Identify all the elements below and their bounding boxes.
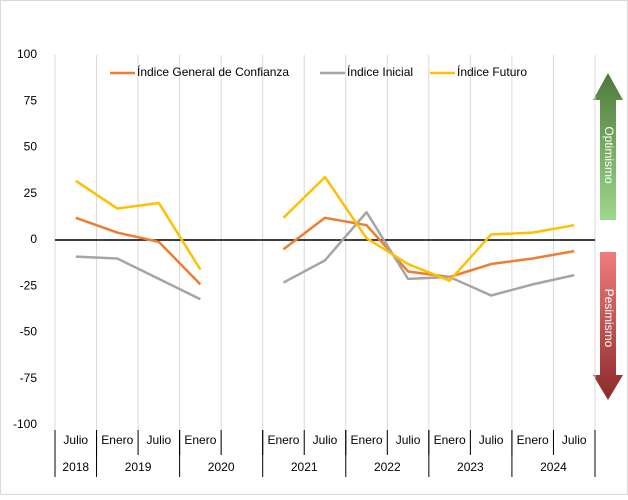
year-label: 2018 — [62, 460, 89, 474]
y-tick-label: -25 — [20, 278, 38, 292]
legend-label: Índice General de Confianza — [137, 64, 289, 79]
annotation: Optimismo — [602, 126, 616, 184]
x-tick-label: Julio — [396, 433, 421, 447]
x-tick-label: Enero — [267, 433, 299, 447]
x-tick-label: Julio — [63, 433, 88, 447]
x-tick-label: Julio — [479, 433, 504, 447]
y-tick-label: -50 — [20, 325, 38, 339]
y-tick-label: 0 — [30, 232, 37, 246]
y-tick-label: 100 — [17, 47, 37, 61]
legend-label: Índice Inicial — [347, 64, 413, 79]
y-tick-label: -75 — [20, 371, 38, 385]
y-tick-label: 50 — [24, 140, 38, 154]
year-label: 2021 — [291, 460, 318, 474]
x-tick-label: Enero — [101, 433, 133, 447]
x-tick-label: Enero — [434, 433, 466, 447]
series-line — [75, 175, 575, 282]
x-tick-label: Enero — [517, 433, 549, 447]
year-label: 2022 — [374, 460, 401, 474]
year-label: 2023 — [457, 460, 484, 474]
year-label: 2024 — [540, 460, 567, 474]
annotation: Pesimismo — [602, 289, 616, 348]
y-tick-label: 25 — [24, 186, 38, 200]
x-tick-label: Enero — [184, 433, 216, 447]
y-tick-label: 75 — [24, 93, 38, 107]
year-label: 2019 — [125, 460, 152, 474]
year-label: 2020 — [208, 460, 235, 474]
optimism-arrow — [593, 73, 623, 220]
x-tick-label: Enero — [351, 433, 383, 447]
series-line — [75, 211, 575, 301]
x-tick-label: Julio — [147, 433, 172, 447]
y-tick-label: -100 — [13, 417, 37, 431]
series-line — [75, 216, 575, 286]
legend-label: Índice Futuro — [457, 64, 527, 79]
x-tick-label: Julio — [313, 433, 338, 447]
x-tick-label: Julio — [562, 433, 587, 447]
pessimism-arrow — [593, 252, 623, 400]
